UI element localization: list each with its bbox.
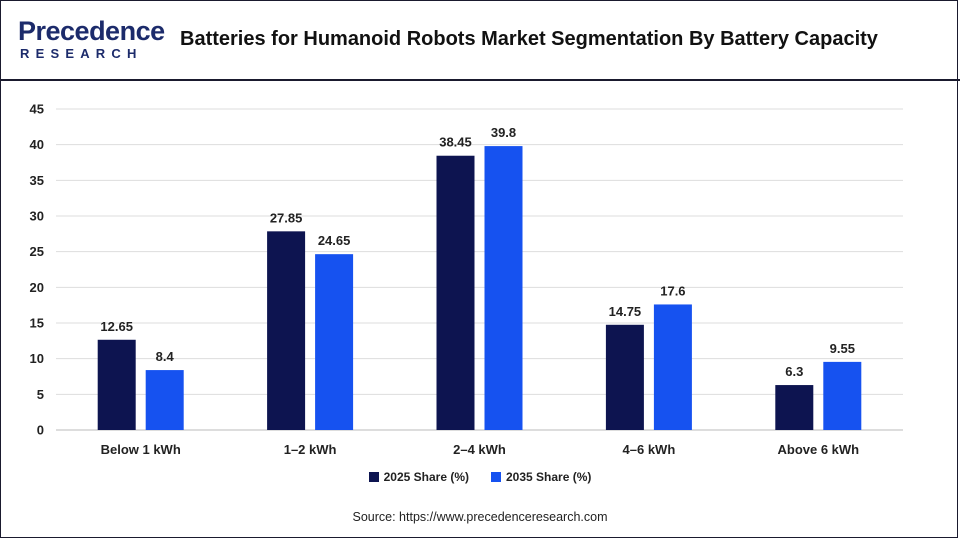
y-tick-label: 15 <box>30 316 44 331</box>
chart-legend: 2025 Share (%) 2035 Share (%) <box>0 470 960 484</box>
legend-item-2035: 2035 Share (%) <box>491 470 591 484</box>
data-label: 39.8 <box>491 125 516 140</box>
source-note: Source: https://www.precedenceresearch.c… <box>352 510 608 524</box>
data-label: 6.3 <box>785 364 803 379</box>
bar <box>823 361 862 430</box>
y-tick-label: 10 <box>30 351 44 366</box>
x-category-label: Above 6 kWh <box>777 442 859 457</box>
bar <box>653 304 692 430</box>
data-label: 8.4 <box>156 349 175 364</box>
header-divider <box>0 79 960 81</box>
legend-item-2025: 2025 Share (%) <box>368 470 469 484</box>
precedence-research-logo: Precedence RESEARCH <box>18 14 165 64</box>
x-category-label: 2–4 kWh <box>453 442 506 457</box>
bar <box>267 231 306 430</box>
header: Precedence RESEARCH Batteries for Humano… <box>0 0 960 81</box>
y-tick-label: 25 <box>30 244 44 259</box>
y-tick-label: 0 <box>37 423 44 438</box>
logo-wordmark: Precedence <box>18 16 165 46</box>
y-tick-label: 40 <box>30 137 44 152</box>
y-tick-label: 20 <box>30 280 44 295</box>
bar <box>97 339 136 430</box>
legend-swatch-2025 <box>368 472 379 482</box>
data-label: 17.6 <box>660 283 685 298</box>
data-label: 12.65 <box>100 319 133 334</box>
x-category-label: Below 1 kWh <box>101 442 181 457</box>
bar <box>605 324 644 430</box>
y-tick-label: 35 <box>30 173 44 188</box>
x-category-label: 4–6 kWh <box>623 442 676 457</box>
chart-title: Batteries for Humanoid Robots Market Seg… <box>180 28 878 50</box>
bar <box>436 155 475 430</box>
y-tick-label: 45 <box>30 102 44 117</box>
y-tick-label: 5 <box>37 387 44 402</box>
data-label: 9.55 <box>830 341 855 356</box>
bar <box>775 385 814 430</box>
logo-subtitle: RESEARCH <box>20 46 143 61</box>
data-label: 24.65 <box>318 233 351 248</box>
bar <box>315 254 354 430</box>
y-tick-label: 30 <box>30 209 44 224</box>
data-label: 14.75 <box>609 304 642 319</box>
data-label: 38.45 <box>439 135 472 150</box>
legend-label-2035: 2035 Share (%) <box>506 470 592 484</box>
legend-label-2025: 2025 Share (%) <box>383 470 469 484</box>
x-category-label: 1–2 kWh <box>284 442 337 457</box>
data-label: 27.85 <box>270 210 303 225</box>
bar <box>145 370 184 430</box>
bar <box>484 146 523 431</box>
legend-swatch-2035 <box>491 472 501 482</box>
